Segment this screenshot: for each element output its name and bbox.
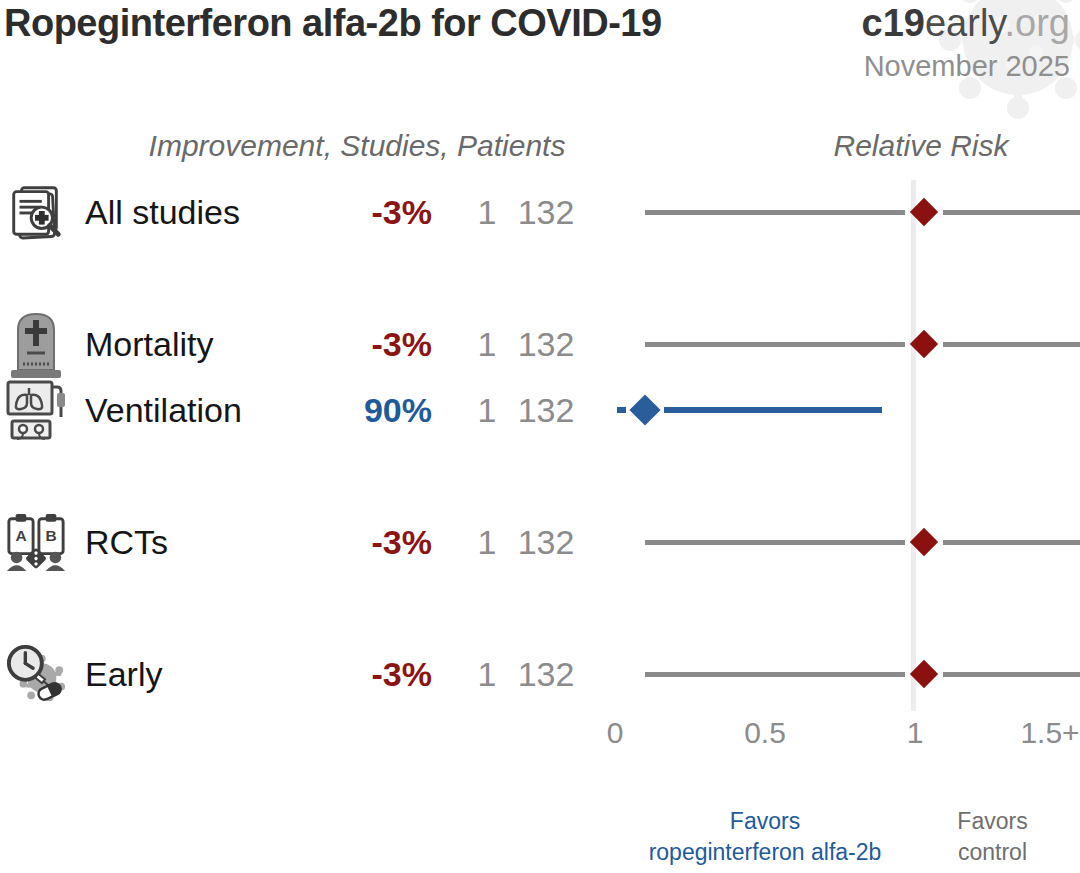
improvement-value: 90% xyxy=(236,382,432,438)
reference-line-rr1 xyxy=(911,180,916,711)
studies-count: 1 xyxy=(462,184,512,240)
ci-line-mortality xyxy=(645,342,905,347)
ci-line-all-studies xyxy=(645,210,905,215)
ci-line-rcts xyxy=(645,540,905,545)
x-tick-1: 1 xyxy=(850,716,980,750)
row-label: RCTs xyxy=(85,514,168,570)
ci-line-rcts xyxy=(943,540,1080,545)
patients-count: 132 xyxy=(506,382,586,438)
ci-line-all-studies xyxy=(943,210,1080,215)
ventilator-icon xyxy=(0,379,72,441)
favors-control-label: Favors control xyxy=(905,806,1080,868)
ci-line-mortality xyxy=(943,342,1080,347)
forest-plot-page: Ropeginterferon alfa-2b for COVID-19 c19… xyxy=(0,0,1080,873)
favors-treatment-line2: ropeginterferon alfa-2b xyxy=(605,837,925,868)
row-rcts: A B RCTs -3% 1 132 xyxy=(0,514,645,570)
improvement-value: -3% xyxy=(236,316,432,372)
rct-trial-icon: A B xyxy=(0,511,72,573)
favors-treatment-label: Favors ropeginterferon alfa-2b xyxy=(605,806,925,868)
row-early: Early -3% 1 132 xyxy=(0,646,645,702)
studies-count: 1 xyxy=(462,382,512,438)
studies-count: 1 xyxy=(462,514,512,570)
ci-line-early xyxy=(645,672,905,677)
patients-count: 132 xyxy=(506,646,586,702)
ci-line-ventilation xyxy=(664,407,882,413)
x-tick-0.5: 0.5 xyxy=(700,716,830,750)
svg-text:A: A xyxy=(15,527,26,544)
row-label: Ventilation xyxy=(85,382,242,438)
row-label: Early xyxy=(85,646,162,702)
favors-control-line1: Favors xyxy=(905,806,1080,837)
improvement-value: -3% xyxy=(236,646,432,702)
improvement-value: -3% xyxy=(236,514,432,570)
patients-count: 132 xyxy=(506,184,586,240)
favors-control-line2: control xyxy=(905,837,1080,868)
row-all-studies: All studies -3% 1 132 xyxy=(0,184,645,240)
row-label: All studies xyxy=(85,184,240,240)
row-ventilation: Ventilation 90% 1 132 xyxy=(0,382,645,438)
favors-treatment-line1: Favors xyxy=(605,806,925,837)
studies-count: 1 xyxy=(462,646,512,702)
x-tick-0: 0 xyxy=(550,716,680,750)
studies-count: 1 xyxy=(462,316,512,372)
svg-text:B: B xyxy=(45,527,56,544)
improvement-value: -3% xyxy=(236,184,432,240)
patients-count: 132 xyxy=(506,514,586,570)
x-tick-1.5+: 1.5+ xyxy=(985,716,1080,750)
early-treatment-icon xyxy=(0,643,72,705)
row-mortality: Mortality -3% 1 132 xyxy=(0,316,645,372)
ci-line-early xyxy=(943,672,1080,677)
tombstone-icon xyxy=(0,308,72,380)
studies-search-icon xyxy=(0,181,72,243)
patients-count: 132 xyxy=(506,316,586,372)
row-label: Mortality xyxy=(85,316,213,372)
